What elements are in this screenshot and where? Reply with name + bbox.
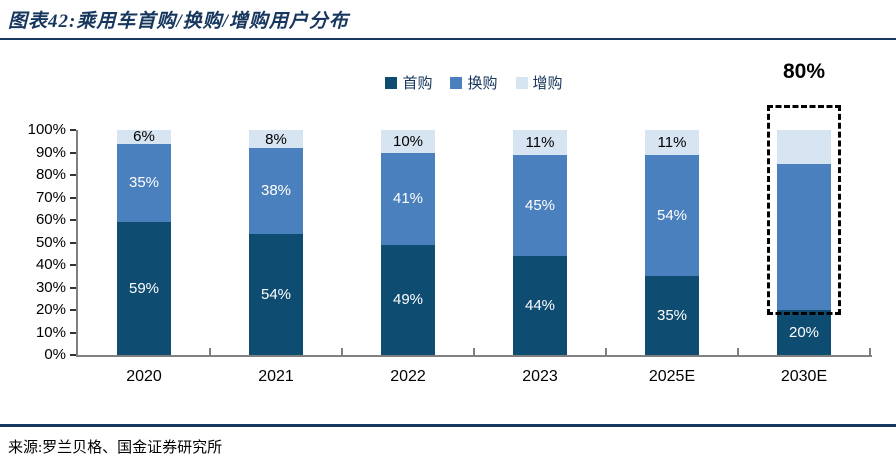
y-axis-tick [70,196,76,199]
y-axis-tick-label: 70% [35,188,66,206]
y-axis-tick [70,264,76,266]
annotation-value-label: 80% [782,60,826,83]
y-axis-tick-label: 80% [35,166,66,183]
bar-segment-换购 [513,154,567,256]
legend-swatch-icon [450,76,463,89]
bar-segment-首购 [381,244,435,355]
chart-legend: 首购 换购 增购 [78,72,870,93]
x-axis-category-label: 2021 [258,368,294,385]
y-axis-tick [70,129,76,131]
bar-value-label: 41% [392,190,424,208]
y-axis-tick [70,309,76,311]
footer-divider-line [0,424,896,427]
x-axis-tick [605,348,607,355]
y-axis-tick-label: 90% [35,143,66,161]
source-note: 来源:罗兰贝格、国金证券研究所 [8,440,223,456]
bar-segment-换购 [249,148,303,234]
bar-value-label: 8% [265,130,287,148]
legend-label: 增购 [532,76,563,92]
y-axis-tick-label: 10% [35,323,66,341]
bar-value-label: 20% [788,324,820,341]
y-axis-tick [70,219,76,221]
x-axis-category-label: 2030E [780,368,828,385]
bar-value-label: 44% [524,297,556,314]
bar-segment-首购 [513,256,567,355]
x-axis-tick [209,348,211,355]
bar-value-label: 45% [524,196,556,214]
x-axis-tick [341,348,343,355]
bar-value-label: 59% [128,280,160,298]
bar-value-label: 38% [260,182,292,200]
y-axis-tick [70,331,76,334]
y-axis-tick-label: 0% [44,346,66,363]
legend-label: 首购 [402,76,433,92]
y-axis-tick [70,286,76,289]
bar-segment-换购 [645,154,699,277]
x-axis-line [76,355,872,357]
bar-value-label: 35% [128,174,160,192]
legend-swatch-icon [385,76,398,89]
x-axis-category-label: 2023 [522,368,558,385]
bar-segment-首购 [249,233,303,355]
bar-segment-首购 [777,310,831,355]
y-axis-tick-label: 30% [35,278,66,296]
x-axis-category-label: 2022 [390,368,426,385]
bar-value-label: 11% [525,133,555,151]
bar-value-label: 54% [260,285,292,303]
title-divider-line [0,38,896,40]
y-axis-tick [70,354,76,356]
legend-item-增购: 增购 [515,72,563,93]
bar-value-label: 10% [392,132,424,150]
bar-segment-增购 [117,130,171,144]
bar-segment-增购 [381,130,435,153]
x-axis-category-label: 2025E [648,368,696,385]
y-axis-tick [70,174,76,176]
plot-area: 0% 10% 20% 30% 40% 50% 60% 70% 80% 90% 100% 59% 35% 6… [28,60,872,385]
y-axis-tick-label: 40% [35,256,66,273]
bar-value-label: 6% [133,128,155,146]
legend-swatch-icon [515,76,528,89]
x-axis-category-label: 2020 [126,368,162,385]
bar-segment-增购 [249,130,303,148]
chart-title: 图表42:乘用车首购/换购/增购用户分布 [8,11,349,32]
y-axis-tick [70,241,76,244]
bar-value-label: 11% [657,133,687,151]
bar-segment-增购 [513,130,567,155]
bar-segment-增购 [645,130,699,155]
bar-value-label: 35% [656,307,688,325]
bar-value-label: 49% [392,291,424,309]
legend-item-首购: 首购 [385,72,432,93]
bar-segment-换购 [381,152,435,245]
x-axis-tick [737,348,739,355]
y-axis-line [76,130,78,357]
x-axis-tick [869,348,871,355]
x-axis-tick [473,348,475,355]
annotation-dashed-box [767,105,841,315]
y-axis-tick-label: 100% [27,121,66,138]
y-axis-tick-label: 20% [35,301,66,318]
y-axis-tick [70,151,76,154]
legend-label: 换购 [467,76,498,92]
bar-segment-换购 [117,143,171,223]
bar-value-label: 54% [656,207,688,224]
y-axis-tick-label: 50% [35,233,66,251]
bar-segment-增购 [777,130,831,164]
y-axis-tick-label: 60% [35,211,66,228]
bar-segment-换购 [777,163,831,310]
bar-segment-首购 [645,276,699,355]
bar-segment-首购 [117,222,171,355]
legend-item-换购: 换购 [450,72,498,93]
